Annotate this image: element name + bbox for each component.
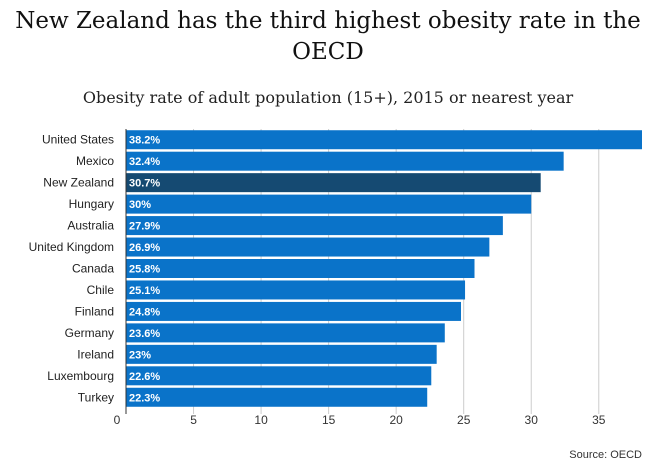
bar bbox=[126, 344, 437, 364]
value-label: 38.2% bbox=[129, 135, 160, 147]
bar bbox=[126, 301, 461, 321]
value-label: 30% bbox=[129, 199, 151, 211]
chart-title: New Zealand has the third highest obesit… bbox=[15, 8, 641, 65]
bar bbox=[126, 387, 428, 407]
value-label: 23.6% bbox=[129, 328, 160, 340]
bar bbox=[126, 130, 642, 150]
category-label: Turkey bbox=[78, 390, 114, 404]
category-label: Luxembourg bbox=[47, 369, 114, 383]
value-label: 22.6% bbox=[129, 371, 160, 383]
category-label: Chile bbox=[87, 283, 115, 297]
bar bbox=[126, 323, 445, 343]
x-tick-label: 25 bbox=[457, 413, 471, 427]
value-label: 22.3% bbox=[129, 392, 160, 404]
bar bbox=[126, 216, 503, 236]
category-label: Canada bbox=[72, 262, 114, 276]
category-label: New Zealand bbox=[43, 176, 114, 190]
bar bbox=[126, 259, 475, 278]
category-label: Australia bbox=[67, 219, 114, 233]
bar bbox=[126, 366, 432, 386]
category-label: United States bbox=[42, 133, 114, 147]
x-tick-label: 15 bbox=[322, 413, 336, 427]
x-tick-label: 5 bbox=[190, 413, 197, 427]
x-tick-label: 20 bbox=[389, 413, 403, 427]
bar bbox=[126, 280, 466, 300]
bar bbox=[126, 173, 541, 193]
bar bbox=[126, 194, 532, 214]
value-label: 32.4% bbox=[129, 156, 160, 168]
chart-subtitle: Obesity rate of adult population (15+), … bbox=[82, 88, 574, 107]
category-label: Mexico bbox=[76, 154, 114, 168]
category-label: Hungary bbox=[69, 197, 114, 211]
x-tick-label: 0 bbox=[114, 413, 121, 427]
category-label: Finland bbox=[75, 304, 114, 318]
x-tick-label: 30 bbox=[525, 413, 539, 427]
category-label: United Kingdom bbox=[29, 240, 114, 254]
value-label: 24.8% bbox=[129, 306, 160, 318]
x-tick-label: 10 bbox=[254, 413, 268, 427]
category-label: Germany bbox=[65, 326, 114, 340]
value-label: 25.8% bbox=[129, 264, 160, 276]
bar bbox=[126, 151, 564, 171]
category-label: Ireland bbox=[77, 347, 114, 361]
source-note: Source: OECD bbox=[569, 449, 642, 461]
value-label: 30.7% bbox=[129, 178, 160, 190]
x-tick-label: 35 bbox=[592, 413, 606, 427]
value-label: 27.9% bbox=[129, 221, 160, 233]
bar bbox=[126, 237, 490, 257]
value-label: 26.9% bbox=[129, 242, 160, 254]
value-label: 23% bbox=[129, 349, 151, 361]
value-label: 25.1% bbox=[129, 285, 160, 297]
